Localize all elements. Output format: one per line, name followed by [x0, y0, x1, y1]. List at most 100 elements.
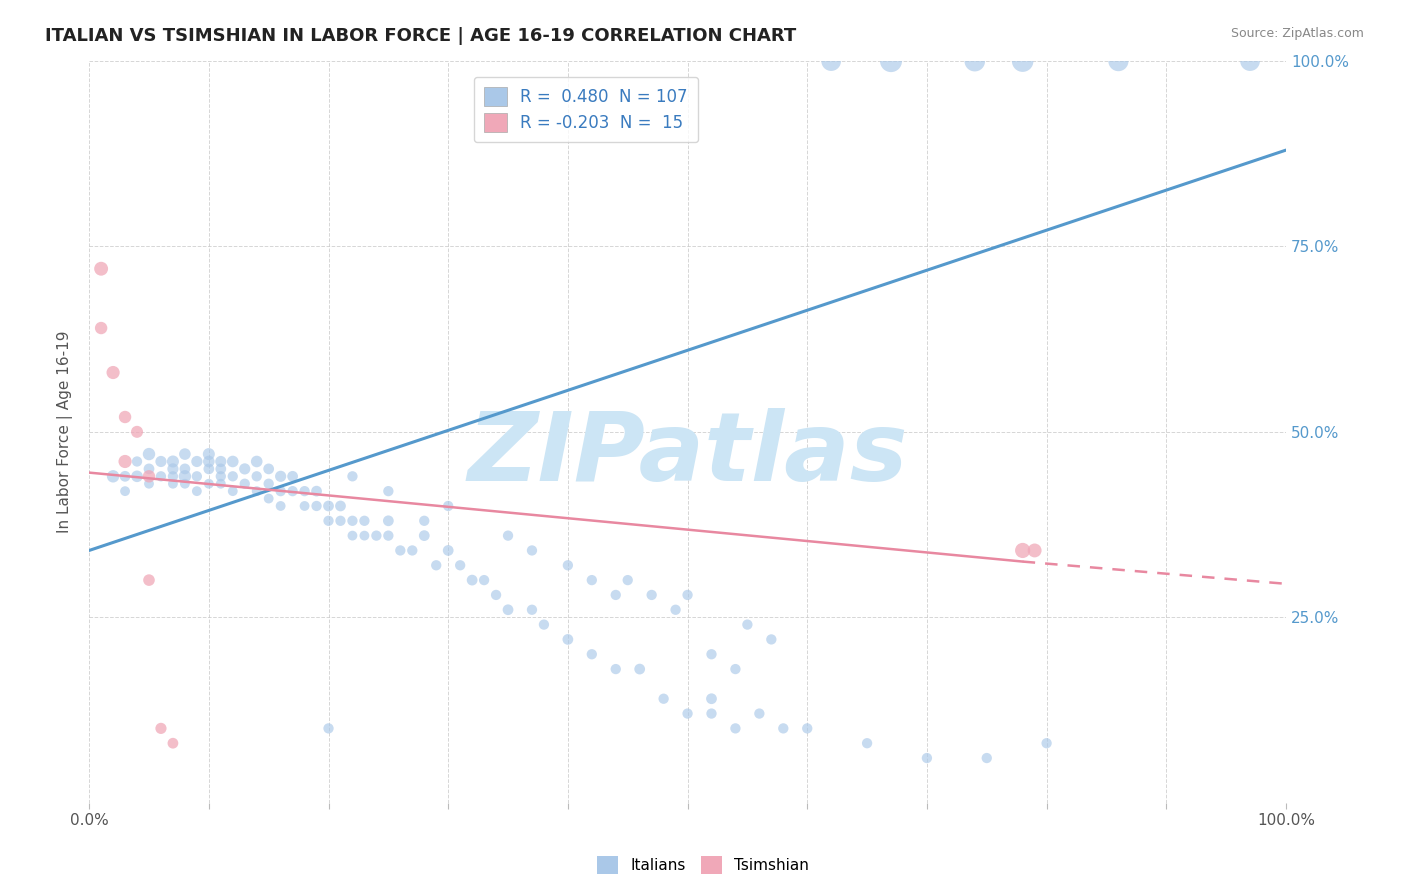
- Point: [209, 469, 232, 483]
- Point: [366, 528, 388, 542]
- Point: [652, 691, 675, 706]
- Point: [353, 514, 375, 528]
- Point: [270, 469, 292, 483]
- Point: [520, 603, 543, 617]
- Point: [856, 736, 879, 750]
- Point: [138, 462, 160, 476]
- Point: [1024, 543, 1046, 558]
- Point: [270, 499, 292, 513]
- Point: [305, 499, 328, 513]
- Point: [963, 54, 986, 69]
- Point: [101, 366, 124, 380]
- Point: [138, 447, 160, 461]
- Point: [353, 528, 375, 542]
- Point: [377, 514, 399, 528]
- Point: [700, 706, 723, 721]
- Point: [186, 469, 208, 483]
- Point: [174, 476, 197, 491]
- Point: [257, 462, 280, 476]
- Y-axis label: In Labor Force | Age 16-19: In Labor Force | Age 16-19: [58, 331, 73, 533]
- Point: [246, 484, 269, 499]
- Point: [162, 454, 184, 468]
- Point: [246, 469, 269, 483]
- Point: [1239, 54, 1261, 69]
- Text: ITALIAN VS TSIMSHIAN IN LABOR FORCE | AGE 16-19 CORRELATION CHART: ITALIAN VS TSIMSHIAN IN LABOR FORCE | AG…: [45, 27, 796, 45]
- Point: [737, 617, 759, 632]
- Point: [318, 722, 340, 736]
- Point: [222, 454, 245, 468]
- Point: [198, 454, 221, 468]
- Point: [605, 588, 627, 602]
- Point: [174, 469, 197, 483]
- Point: [485, 588, 508, 602]
- Point: [114, 409, 136, 424]
- Point: [1011, 543, 1033, 558]
- Point: [628, 662, 651, 676]
- Point: [233, 462, 256, 476]
- Point: [496, 528, 519, 542]
- Point: [162, 462, 184, 476]
- Point: [700, 691, 723, 706]
- Point: [342, 514, 364, 528]
- Point: [676, 706, 699, 721]
- Point: [114, 469, 136, 483]
- Point: [125, 469, 148, 483]
- Point: [342, 469, 364, 483]
- Point: [329, 499, 352, 513]
- Point: [138, 476, 160, 491]
- Point: [676, 588, 699, 602]
- Point: [198, 447, 221, 461]
- Point: [174, 447, 197, 461]
- Point: [533, 617, 555, 632]
- Point: [281, 484, 304, 499]
- Point: [724, 662, 747, 676]
- Point: [149, 722, 172, 736]
- Point: [114, 484, 136, 499]
- Legend: R =  0.480  N = 107, R = -0.203  N =  15: R = 0.480 N = 107, R = -0.203 N = 15: [474, 77, 697, 142]
- Point: [880, 54, 903, 69]
- Point: [125, 425, 148, 439]
- Point: [342, 528, 364, 542]
- Point: [209, 476, 232, 491]
- Point: [222, 469, 245, 483]
- Point: [820, 54, 842, 69]
- Point: [149, 454, 172, 468]
- Point: [174, 462, 197, 476]
- Point: [233, 476, 256, 491]
- Point: [138, 469, 160, 483]
- Point: [389, 543, 412, 558]
- Point: [90, 321, 112, 335]
- Point: [616, 573, 638, 587]
- Point: [748, 706, 770, 721]
- Point: [318, 499, 340, 513]
- Point: [125, 454, 148, 468]
- Point: [915, 751, 938, 765]
- Text: Source: ZipAtlas.com: Source: ZipAtlas.com: [1230, 27, 1364, 40]
- Point: [496, 603, 519, 617]
- Point: [257, 491, 280, 506]
- Point: [162, 736, 184, 750]
- Point: [640, 588, 662, 602]
- Point: [198, 476, 221, 491]
- Point: [401, 543, 423, 558]
- Point: [1035, 736, 1057, 750]
- Point: [772, 722, 794, 736]
- Point: [318, 514, 340, 528]
- Point: [377, 484, 399, 499]
- Point: [425, 558, 447, 573]
- Point: [209, 462, 232, 476]
- Point: [437, 543, 460, 558]
- Point: [796, 722, 818, 736]
- Point: [413, 528, 436, 542]
- Point: [449, 558, 471, 573]
- Point: [581, 573, 603, 587]
- Point: [665, 603, 688, 617]
- Point: [257, 476, 280, 491]
- Point: [976, 751, 998, 765]
- Point: [281, 469, 304, 483]
- Point: [294, 499, 316, 513]
- Point: [1011, 54, 1033, 69]
- Point: [724, 722, 747, 736]
- Point: [90, 261, 112, 276]
- Point: [413, 514, 436, 528]
